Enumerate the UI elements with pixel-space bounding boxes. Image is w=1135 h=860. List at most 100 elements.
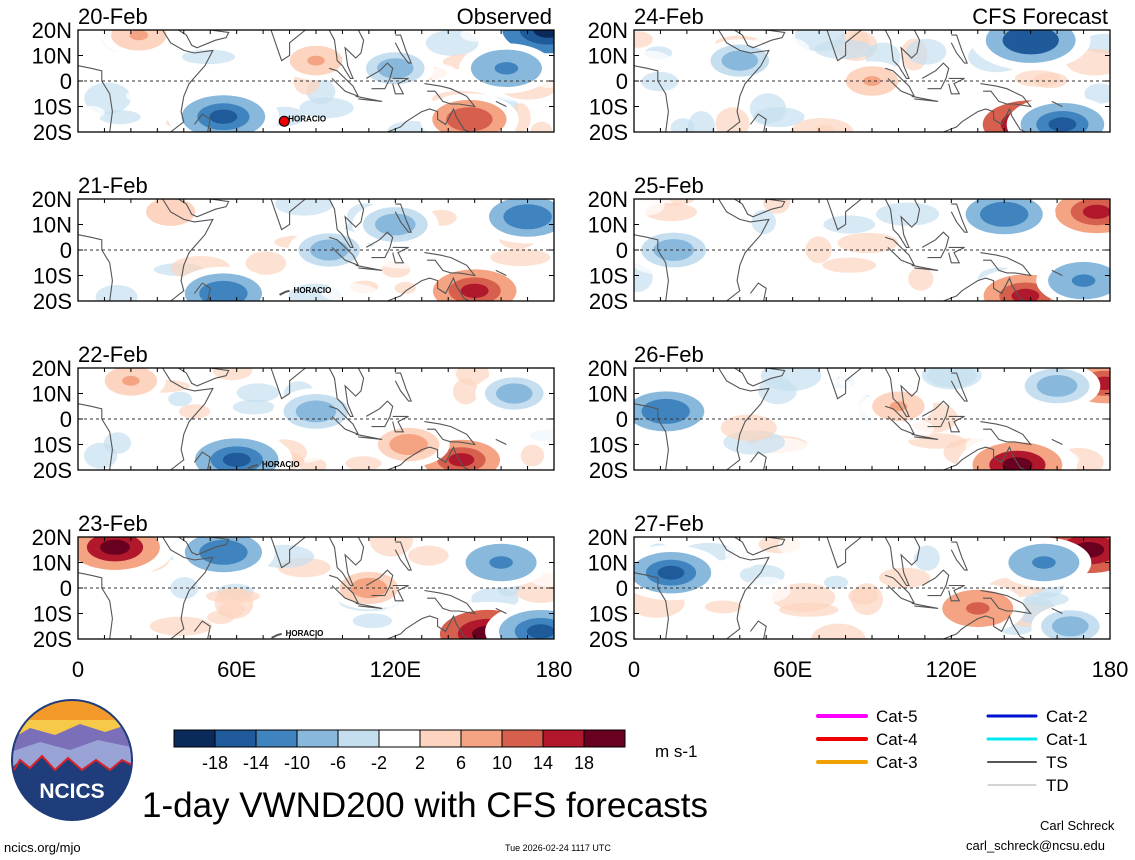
y-tick-label: 10S xyxy=(33,602,72,627)
coastline xyxy=(355,433,383,440)
field-layer xyxy=(78,537,554,639)
colorbar-tick-label: -14 xyxy=(243,753,269,773)
coastline xyxy=(885,405,916,436)
coastline xyxy=(376,276,470,301)
wind-anomaly-core xyxy=(209,109,238,124)
wind-anomaly-patch xyxy=(908,267,934,291)
panel-date: 26-Feb xyxy=(634,342,704,367)
y-tick-label: 20N xyxy=(588,187,628,212)
wind-anomaly-patch xyxy=(460,30,492,42)
wind-anomaly-core xyxy=(1082,204,1110,219)
y-tick-label: 20N xyxy=(588,356,628,381)
wind-anomaly-core xyxy=(1060,620,1081,632)
coastline xyxy=(193,451,211,470)
wind-anomaly-core xyxy=(460,283,489,298)
coastline xyxy=(193,620,211,639)
y-tick-label: 20N xyxy=(32,187,72,212)
coastline xyxy=(355,602,383,609)
footer-email[interactable]: carl_schreck@ncsu.edu xyxy=(966,838,1105,853)
track-legend-label: TD xyxy=(1046,776,1069,795)
x-tick-label: 60E xyxy=(773,657,812,682)
logo-ridge xyxy=(13,754,132,772)
colorbar-swatch xyxy=(173,729,216,748)
wind-anomaly-patch xyxy=(790,118,854,132)
wind-anomaly-patch xyxy=(777,537,833,558)
y-tick-label: 10N xyxy=(588,44,628,69)
wind-anomaly-patch xyxy=(237,32,287,45)
y-tick-label: 10N xyxy=(32,382,72,407)
coastline xyxy=(355,95,383,102)
wind-anomaly-patch xyxy=(168,391,193,407)
coastline xyxy=(78,199,214,301)
wind-anomaly-patch xyxy=(805,236,832,264)
coastline xyxy=(394,372,413,402)
wind-anomaly-patch xyxy=(149,616,212,636)
y-tick-label: 10S xyxy=(589,602,628,627)
coastline xyxy=(78,30,214,132)
track-legend-label: Cat-1 xyxy=(1046,730,1088,749)
coastline xyxy=(911,264,939,271)
coastline xyxy=(813,30,862,62)
wind-anomaly-patch xyxy=(1024,592,1069,606)
footer-site[interactable]: ncics.org/mjo xyxy=(4,840,81,855)
y-tick-label: 10N xyxy=(588,382,628,407)
wind-anomaly-patch xyxy=(363,101,386,122)
coastline xyxy=(813,537,862,569)
coastline xyxy=(921,400,950,428)
coastline xyxy=(257,368,306,400)
wind-anomaly-patch xyxy=(78,105,105,120)
coastline xyxy=(726,537,786,556)
coastline xyxy=(911,95,939,102)
panel-date: 24-Feb xyxy=(634,4,704,29)
y-tick-label: 0 xyxy=(60,576,72,601)
wind-anomaly-patch xyxy=(431,64,459,88)
wind-anomaly-patch xyxy=(1084,83,1110,104)
coastline xyxy=(950,541,969,571)
storm-marker xyxy=(278,115,290,127)
coastline xyxy=(932,445,1026,470)
y-tick-label: 20S xyxy=(589,458,628,483)
wind-anomaly-core xyxy=(210,286,237,301)
coastline xyxy=(932,614,1026,639)
wind-anomaly-core xyxy=(122,375,140,386)
coastline xyxy=(376,107,470,132)
wind-anomaly-patch xyxy=(1033,72,1068,89)
track-legend-label: Cat-5 xyxy=(876,707,918,726)
wind-anomaly-patch xyxy=(299,97,354,119)
wind-anomaly-patch xyxy=(78,370,94,393)
x-tick-label: 120E xyxy=(370,657,421,682)
coastline xyxy=(392,246,409,264)
coastline xyxy=(948,415,965,433)
coastline xyxy=(329,67,360,98)
colorbar-swatch xyxy=(378,729,421,748)
wind-anomaly-patch xyxy=(837,232,899,254)
y-tick-label: 0 xyxy=(60,238,72,263)
colorbar-swatch xyxy=(460,729,503,748)
wind-anomaly-patch xyxy=(663,624,717,639)
coastline xyxy=(257,199,306,231)
coastline xyxy=(885,67,916,98)
coastline xyxy=(1051,607,1063,614)
wind-anomaly-patch xyxy=(84,442,118,469)
coastline xyxy=(193,113,211,132)
coastline xyxy=(634,368,770,470)
coastline xyxy=(495,269,507,276)
coastline xyxy=(726,368,786,387)
coastline xyxy=(948,246,965,264)
coastline xyxy=(365,400,394,428)
wind-anomaly-core xyxy=(730,55,750,66)
wind-anomaly-patch xyxy=(634,31,653,48)
wind-anomaly-patch xyxy=(530,121,553,132)
y-tick-label: 20N xyxy=(32,18,72,43)
y-tick-label: 20S xyxy=(33,120,72,145)
coastline xyxy=(932,107,1026,132)
wind-anomaly-core xyxy=(863,76,881,86)
y-tick-label: 20N xyxy=(32,356,72,381)
colorbar-swatch xyxy=(501,729,544,748)
field-layer xyxy=(78,30,554,132)
coastline xyxy=(884,537,921,587)
